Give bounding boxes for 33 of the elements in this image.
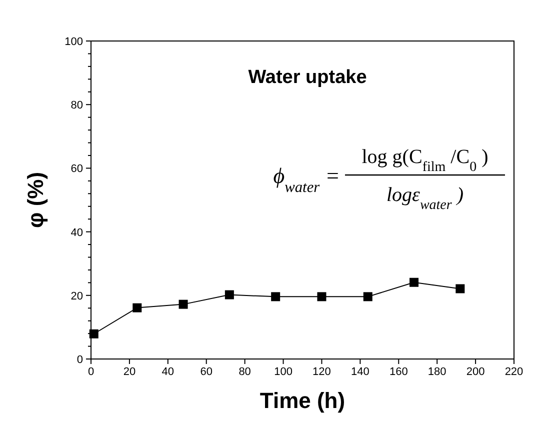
x-tick-label: 100 [274,366,292,378]
x-tick-label: 20 [123,366,136,378]
annotation: logε$_{water}$) [386,184,464,212]
annotation: log g(C$_{film}$/C$_{0}$) [362,146,488,174]
text: Water uptake [248,67,367,88]
x-tick-label: 120 [312,366,331,378]
point [89,329,98,338]
x-tick-label: 0 [88,366,94,378]
point [410,278,419,287]
x-tick-label: 60 [200,366,212,378]
x-tick-label: 160 [389,366,408,378]
point [456,284,465,294]
y-tick-label: 40 [70,226,83,239]
x-tick-label: 80 [238,366,251,378]
point [317,292,326,302]
point [132,303,142,312]
y-tick-label: 20 [70,290,83,302]
y-tick-label: 60 [70,163,83,176]
x-tick-label: 140 [351,366,370,378]
x-tick-label: 180 [428,366,446,378]
y-axis-title: φ (%) [23,172,48,228]
x-tick-label: 220 [504,366,524,378]
x-axis-title: Time (h) [260,388,346,413]
point [224,290,234,300]
point [271,292,280,302]
x-tick-label: 200 [466,366,485,378]
point [178,300,188,309]
point [363,292,372,302]
x-tick-label: 40 [162,366,174,378]
y-tick-label: 80 [70,100,83,112]
annotation: ϕ$_{water}$ = [273,163,340,196]
y-tick-label: 0 [76,354,83,366]
y-tick-label: 100 [64,36,83,48]
